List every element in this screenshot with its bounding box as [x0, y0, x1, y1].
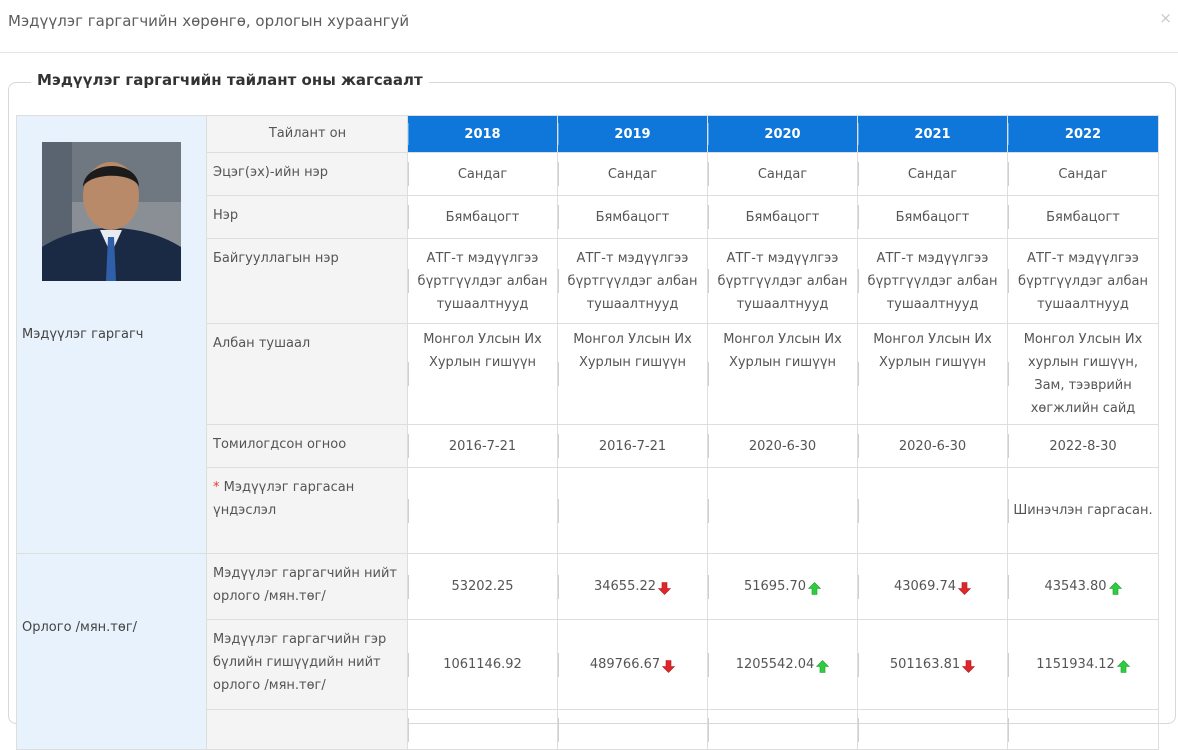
organization-cell: АТГ-т мэдүүлгээ бүртгүүлдэг албан тушаал… [707, 238, 858, 324]
year-header[interactable]: 2019 [557, 115, 708, 153]
family-income-cell: 1205542.04 [707, 619, 858, 710]
year-header[interactable]: 2020 [707, 115, 858, 153]
basis-cell [557, 467, 708, 554]
arrow-down-icon [957, 580, 972, 595]
year-row: Мэдүүлэг гаргагч Тайлант он 2018 2019 20… [16, 115, 1159, 554]
family-income-cell: 489766.67 [557, 619, 708, 710]
income-group: Орлого /мян.төг/ [16, 553, 207, 750]
declarant-group: Мэдүүлэг гаргагч [16, 115, 207, 554]
position-cell: Монгол Улсын Их Хурлын гишүүн [557, 323, 708, 425]
declarant-photo [42, 141, 181, 281]
name-label: Нэр [206, 195, 408, 239]
organization-row: Байгууллагын нэр АТГ-т мэдүүлгээ бүртгүү… [17, 238, 1159, 324]
year-header[interactable]: 2022 [1007, 115, 1159, 153]
year-label: Тайлант он [206, 115, 408, 153]
appointed-row: Томилогдсон огноо 2016-7-21 2016-7-21 20… [17, 424, 1159, 468]
next-cell [707, 709, 858, 750]
next-cell [857, 709, 1008, 750]
name-cell: Бямбацогт [1007, 195, 1159, 239]
name-row: Нэр Бямбацогт Бямбацогт Бямбацогт Бямбац… [17, 195, 1159, 239]
family-income-row: Мэдүүлэг гаргагчийн гэр бүлийн гишүүдийн… [17, 619, 1159, 710]
patronymic-label: Эцэг(эх)-ийн нэр [206, 152, 408, 196]
position-cell: Монгол Улсын Их хурлын гишүүн, Зам, тээв… [1007, 323, 1159, 425]
basis-cell [707, 467, 858, 554]
position-cell: Монгол Улсын Их Хурлын гишүүн [857, 323, 1008, 425]
name-cell: Бямбацогт [857, 195, 1008, 239]
section-legend: Мэдүүлэг гаргагчийн тайлант оны жагсаалт [31, 71, 429, 89]
name-cell: Бямбацогт [557, 195, 708, 239]
required-star: * [213, 480, 220, 495]
organization-cell: АТГ-т мэдүүлгээ бүртгүүлдэг албан тушаал… [557, 238, 708, 324]
dialog-header: Мэдүүлэг гаргагчийн хөрөнгө, орлогын хур… [0, 0, 1178, 53]
organization-cell: АТГ-т мэдүүлгээ бүртгүүлдэг албан тушаал… [407, 238, 558, 324]
position-cell: Монгол Улсын Их Хурлын гишүүн [407, 323, 558, 425]
patronymic-cell: Сандаг [857, 152, 1008, 196]
patronymic-cell: Сандаг [407, 152, 558, 196]
position-cell: Монгол Улсын Их Хурлын гишүүн [707, 323, 858, 425]
family-income-cell: 1151934.12 [1007, 619, 1159, 710]
year-header[interactable]: 2021 [857, 115, 1008, 153]
summary-table: Мэдүүлэг гаргагч Тайлант он 2018 2019 20… [16, 115, 1159, 750]
declarant-group-label: Мэдүүлэг гаргагч [22, 326, 144, 342]
next-label [206, 709, 408, 750]
patronymic-cell: Сандаг [707, 152, 858, 196]
total-income-cell: 51695.70 [707, 553, 858, 620]
family-income-cell: 1061146.92 [407, 619, 558, 710]
close-icon[interactable]: × [1159, 9, 1172, 27]
total-income-cell: 53202.25 [407, 553, 558, 620]
arrow-up-icon [807, 580, 822, 595]
basis-label: * Мэдүүлэг гаргасан үндэслэл [206, 467, 408, 554]
arrow-down-icon [961, 658, 976, 673]
total-income-cell: 43069.74 [857, 553, 1008, 620]
arrow-up-icon [1116, 658, 1131, 673]
family-income-cell: 501163.81 [857, 619, 1008, 710]
name-cell: Бямбацогт [707, 195, 858, 239]
appointed-cell: 2020-6-30 [857, 424, 1008, 468]
total-income-label: Мэдүүлэг гаргагчийн нийт орлого /мян.төг… [206, 553, 408, 620]
arrow-down-icon [657, 580, 672, 595]
arrow-up-icon [816, 658, 830, 673]
organization-cell: АТГ-т мэдүүлгээ бүртгүүлдэг албан тушаал… [857, 238, 1008, 324]
total-income-cell: 43543.80 [1007, 553, 1159, 620]
arrow-down-icon [661, 658, 676, 673]
basis-cell [407, 467, 558, 554]
appointed-cell: 2016-7-21 [407, 424, 558, 468]
position-row: Албан тушаал Монгол Улсын Их Хурлын гишү… [17, 323, 1159, 425]
appointed-cell: 2022-8-30 [1007, 424, 1159, 468]
year-header[interactable]: 2018 [407, 115, 558, 153]
next-cell [1007, 709, 1159, 750]
family-income-label: Мэдүүлэг гаргагчийн гэр бүлийн гишүүдийн… [206, 619, 408, 710]
basis-cell: Шинэчлэн гаргасан. [1007, 467, 1159, 554]
organization-cell: АТГ-т мэдүүлгээ бүртгүүлдэг албан тушаал… [1007, 238, 1159, 324]
next-cell [407, 709, 558, 750]
appointed-label: Томилогдсон огноо [206, 424, 408, 468]
appointed-cell: 2020-6-30 [707, 424, 858, 468]
arrow-up-icon [1108, 580, 1122, 595]
basis-row: * Мэдүүлэг гаргасан үндэслэл Шинэчлэн га… [17, 467, 1159, 554]
total-income-row: Орлого /мян.төг/ Мэдүүлэг гаргагчийн ний… [16, 553, 1159, 750]
position-label: Албан тушаал [206, 323, 408, 425]
organization-label: Байгууллагын нэр [206, 238, 408, 324]
dialog-title: Мэдүүлэг гаргагчийн хөрөнгө, орлогын хур… [8, 12, 410, 30]
appointed-cell: 2016-7-21 [557, 424, 708, 468]
patronymic-cell: Сандаг [557, 152, 708, 196]
total-income-cell: 34655.22 [557, 553, 708, 620]
next-cell [557, 709, 708, 750]
patronymic-cell: Сандаг [1007, 152, 1159, 196]
patronymic-row: Эцэг(эх)-ийн нэр Сандаг Сандаг Сандаг Са… [17, 152, 1159, 196]
basis-cell [857, 467, 1008, 554]
income-group-label: Орлого /мян.төг/ [22, 620, 138, 635]
name-cell: Бямбацогт [407, 195, 558, 239]
